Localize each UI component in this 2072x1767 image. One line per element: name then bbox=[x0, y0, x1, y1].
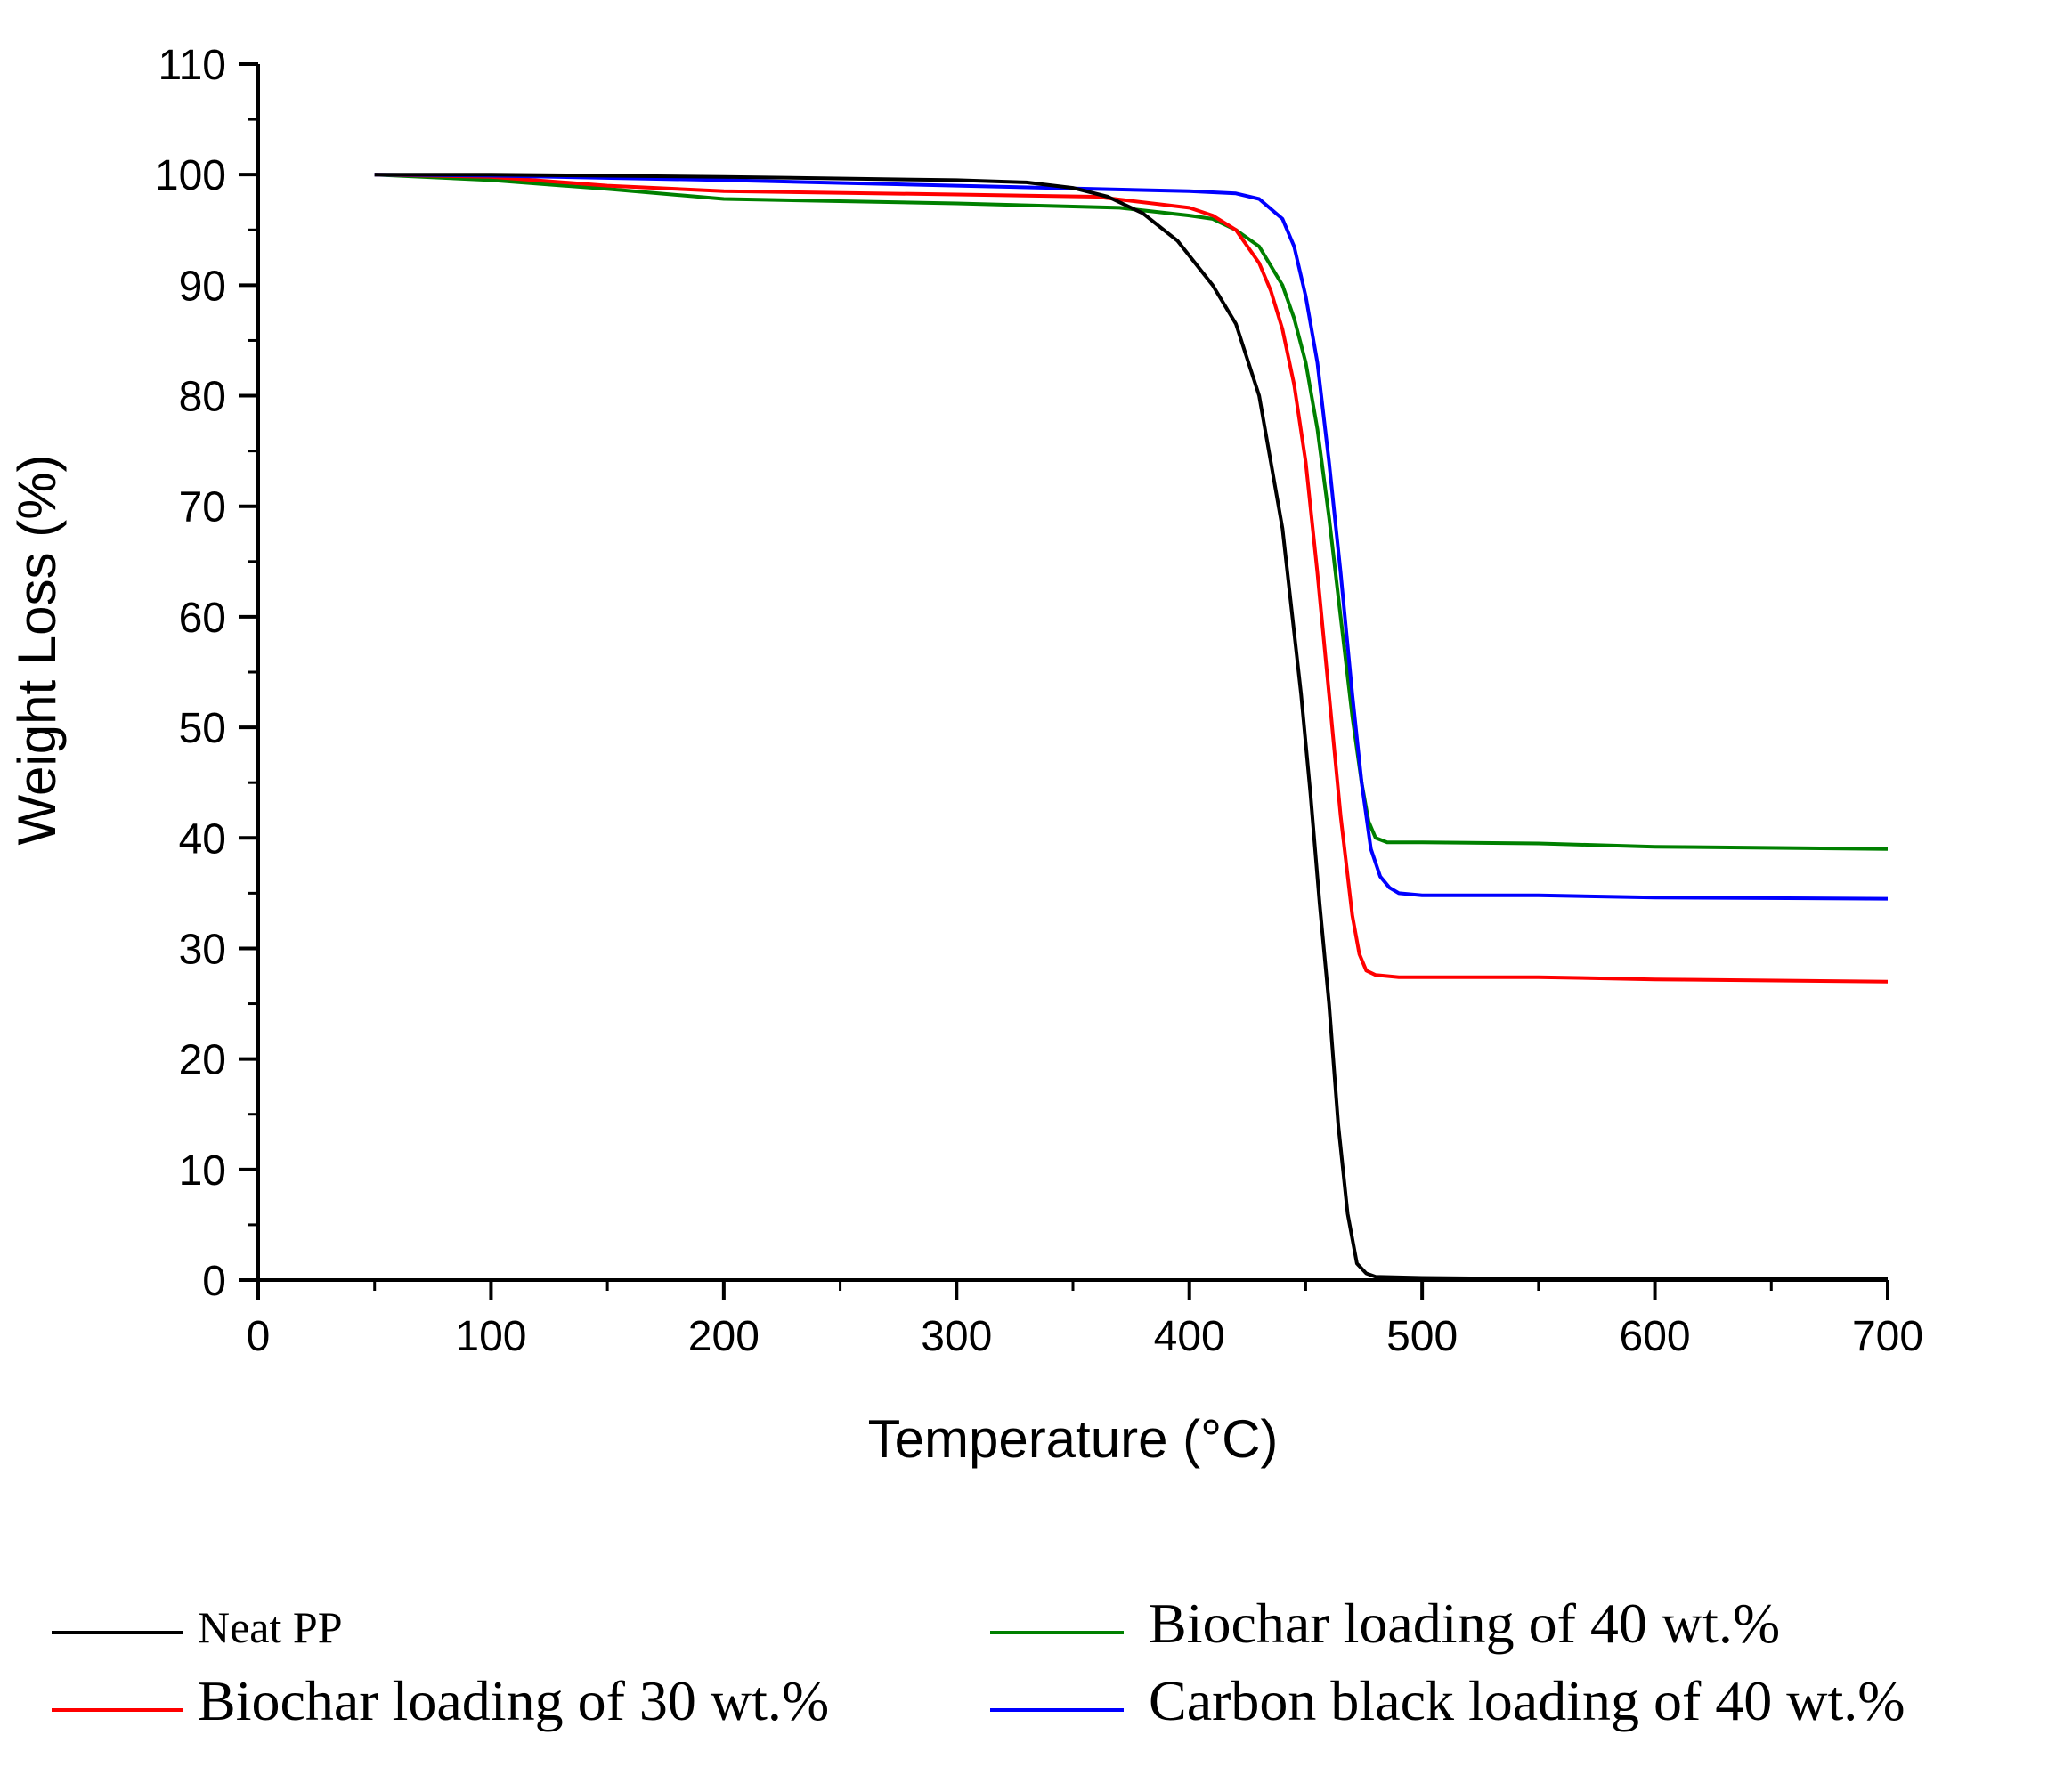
legend: Neat PP Biochar loading of 30 wt.% Biochar… bbox=[52, 1592, 1905, 1732]
x-tick-label: 700 bbox=[1852, 1313, 1923, 1360]
x-tick-label: 500 bbox=[1386, 1313, 1458, 1360]
y-tick-label: 0 bbox=[202, 1258, 226, 1305]
y-tick-label: 90 bbox=[179, 263, 226, 310]
y-tick-label: 50 bbox=[179, 705, 226, 752]
x-tick-label: 100 bbox=[455, 1313, 526, 1360]
x-tick-label: 600 bbox=[1620, 1313, 1691, 1360]
y-tick-label: 100 bbox=[155, 152, 226, 199]
y-tick-label: 60 bbox=[179, 595, 226, 642]
y-tick-label: 110 bbox=[158, 42, 226, 89]
series-line-2 bbox=[374, 173, 1889, 851]
y-tick-label: 40 bbox=[179, 815, 226, 863]
x-tick-label: 200 bbox=[688, 1313, 760, 1360]
x-tick-label: 0 bbox=[247, 1313, 271, 1360]
series-layer bbox=[374, 173, 1889, 1281]
y-tick-label: 70 bbox=[179, 484, 226, 531]
legend-label-2: Biochar loading of 40 wt.% bbox=[1149, 1592, 1780, 1655]
series-line-1 bbox=[374, 173, 1889, 984]
x-axis-title: Temperature (°C) bbox=[868, 1409, 1279, 1469]
x-tick-label: 300 bbox=[921, 1313, 992, 1360]
y-tick-label: 30 bbox=[179, 926, 226, 973]
legend-label-3: Carbon black loading of 40 wt.% bbox=[1149, 1669, 1905, 1732]
y-axis-title: Weight Loss (%) bbox=[7, 454, 67, 845]
y-tick-label: 10 bbox=[179, 1147, 226, 1195]
y-tick-label: 80 bbox=[179, 374, 226, 421]
axes: 0 100 200 300 400 500 600 700 0 10 20 30 40 50 60 70 80 9… bbox=[155, 42, 1923, 1360]
series-line-3 bbox=[374, 173, 1889, 901]
legend-label-1: Biochar loading of 30 wt.% bbox=[198, 1669, 829, 1732]
series-line-0 bbox=[374, 173, 1888, 1281]
legend-label-0: Neat PP bbox=[198, 1602, 343, 1652]
y-tick-label: 20 bbox=[179, 1037, 226, 1084]
x-tick-label: 400 bbox=[1154, 1313, 1225, 1360]
